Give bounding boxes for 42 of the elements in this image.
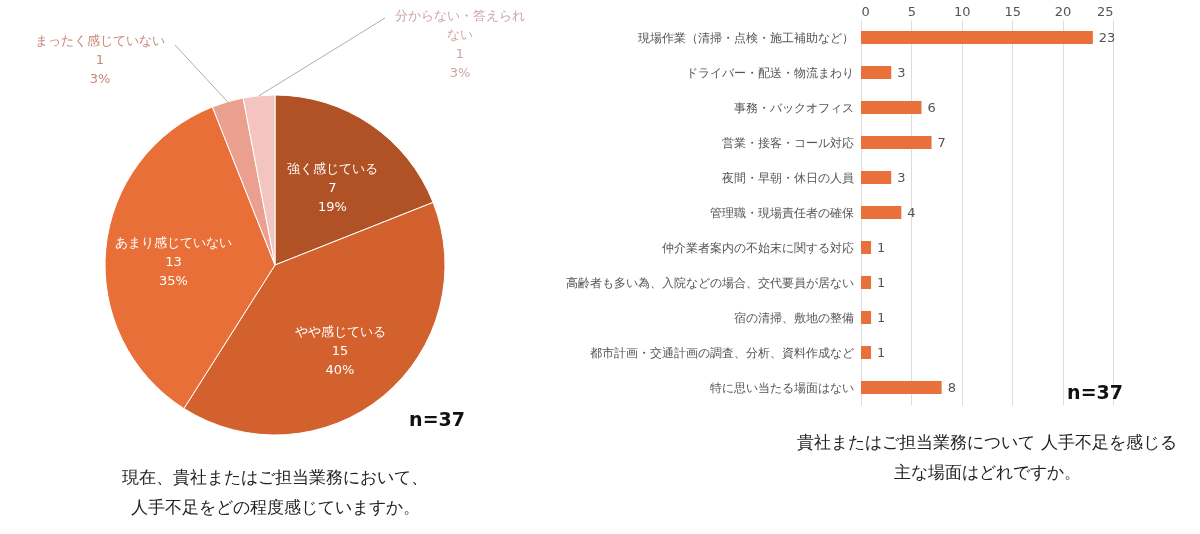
data-label: 7 19%: [317, 179, 347, 214]
data-label: 1: [877, 239, 886, 255]
x-tick-label: 5: [907, 3, 917, 19]
data-label: 13 35%: [159, 254, 188, 289]
y-tick-label: 特に思い当たる場面はない: [709, 380, 854, 395]
text: n=37: [409, 408, 465, 430]
data-label: 4: [907, 204, 916, 220]
y-tick-label: 事務・バックオフィス: [733, 100, 854, 115]
slice-label: あまり感じていない: [114, 235, 232, 251]
y-tick-label: 高齢者も多い為、入院などの場合、交代要員が居ない: [565, 275, 854, 290]
x-tick-label: 0: [861, 3, 870, 19]
data-label: 7: [937, 134, 946, 150]
data-label: 15 40%: [325, 342, 355, 377]
annotation: n=37: [1067, 381, 1123, 403]
slice-label: 分からない・答えられない: [395, 8, 525, 42]
y-tick-label: ドライバー・配送・物流まわり: [685, 65, 854, 80]
y-tick-label: 夜間・早朝・休日の人員: [721, 170, 854, 185]
y-tick-label: 仲介業者案内の不始末に関する対応: [661, 240, 854, 255]
slice-label: まったく感じていない: [35, 33, 165, 48]
data-label: 23: [1098, 29, 1116, 45]
x-tick-label: 25: [1096, 3, 1114, 19]
x-tick-label: 10: [954, 3, 971, 19]
data-label: 3: [897, 169, 906, 185]
y-tick-label: 宿の清掃、敷地の整備: [733, 310, 854, 325]
data-label: 1 3%: [449, 46, 471, 80]
data-label: 8: [947, 379, 956, 395]
y-tick-label: 都市計画・交通計画の調査、分析、資料作成など: [589, 345, 854, 360]
text: 貴社またはご担当業務について 人手不足を感じる主な場面はどれですか。: [797, 432, 1177, 482]
data-label: 1: [877, 309, 886, 325]
y-tick-label: 管理職・現場責任者の確保: [709, 205, 854, 220]
data-label: 1: [877, 344, 886, 360]
x-tick-label: 20: [1054, 3, 1072, 19]
data-label: 1 3%: [89, 52, 111, 86]
slice-label: 強く感じている: [286, 160, 378, 176]
text: 現在、貴社またはご担当業務において、人手不足をどの程度感じていますか。: [122, 467, 428, 517]
y-tick-label: 現場作業（清掃・点検・施工補助など）: [637, 30, 854, 45]
x-tick-label: 15: [1004, 3, 1021, 19]
data-label: 1: [877, 274, 886, 290]
data-label: 3: [897, 64, 906, 80]
y-tick-label: 営業・接客・コール対応: [721, 135, 854, 150]
data-label: 6: [927, 99, 936, 115]
slice-label: やや感じている: [294, 323, 386, 339]
